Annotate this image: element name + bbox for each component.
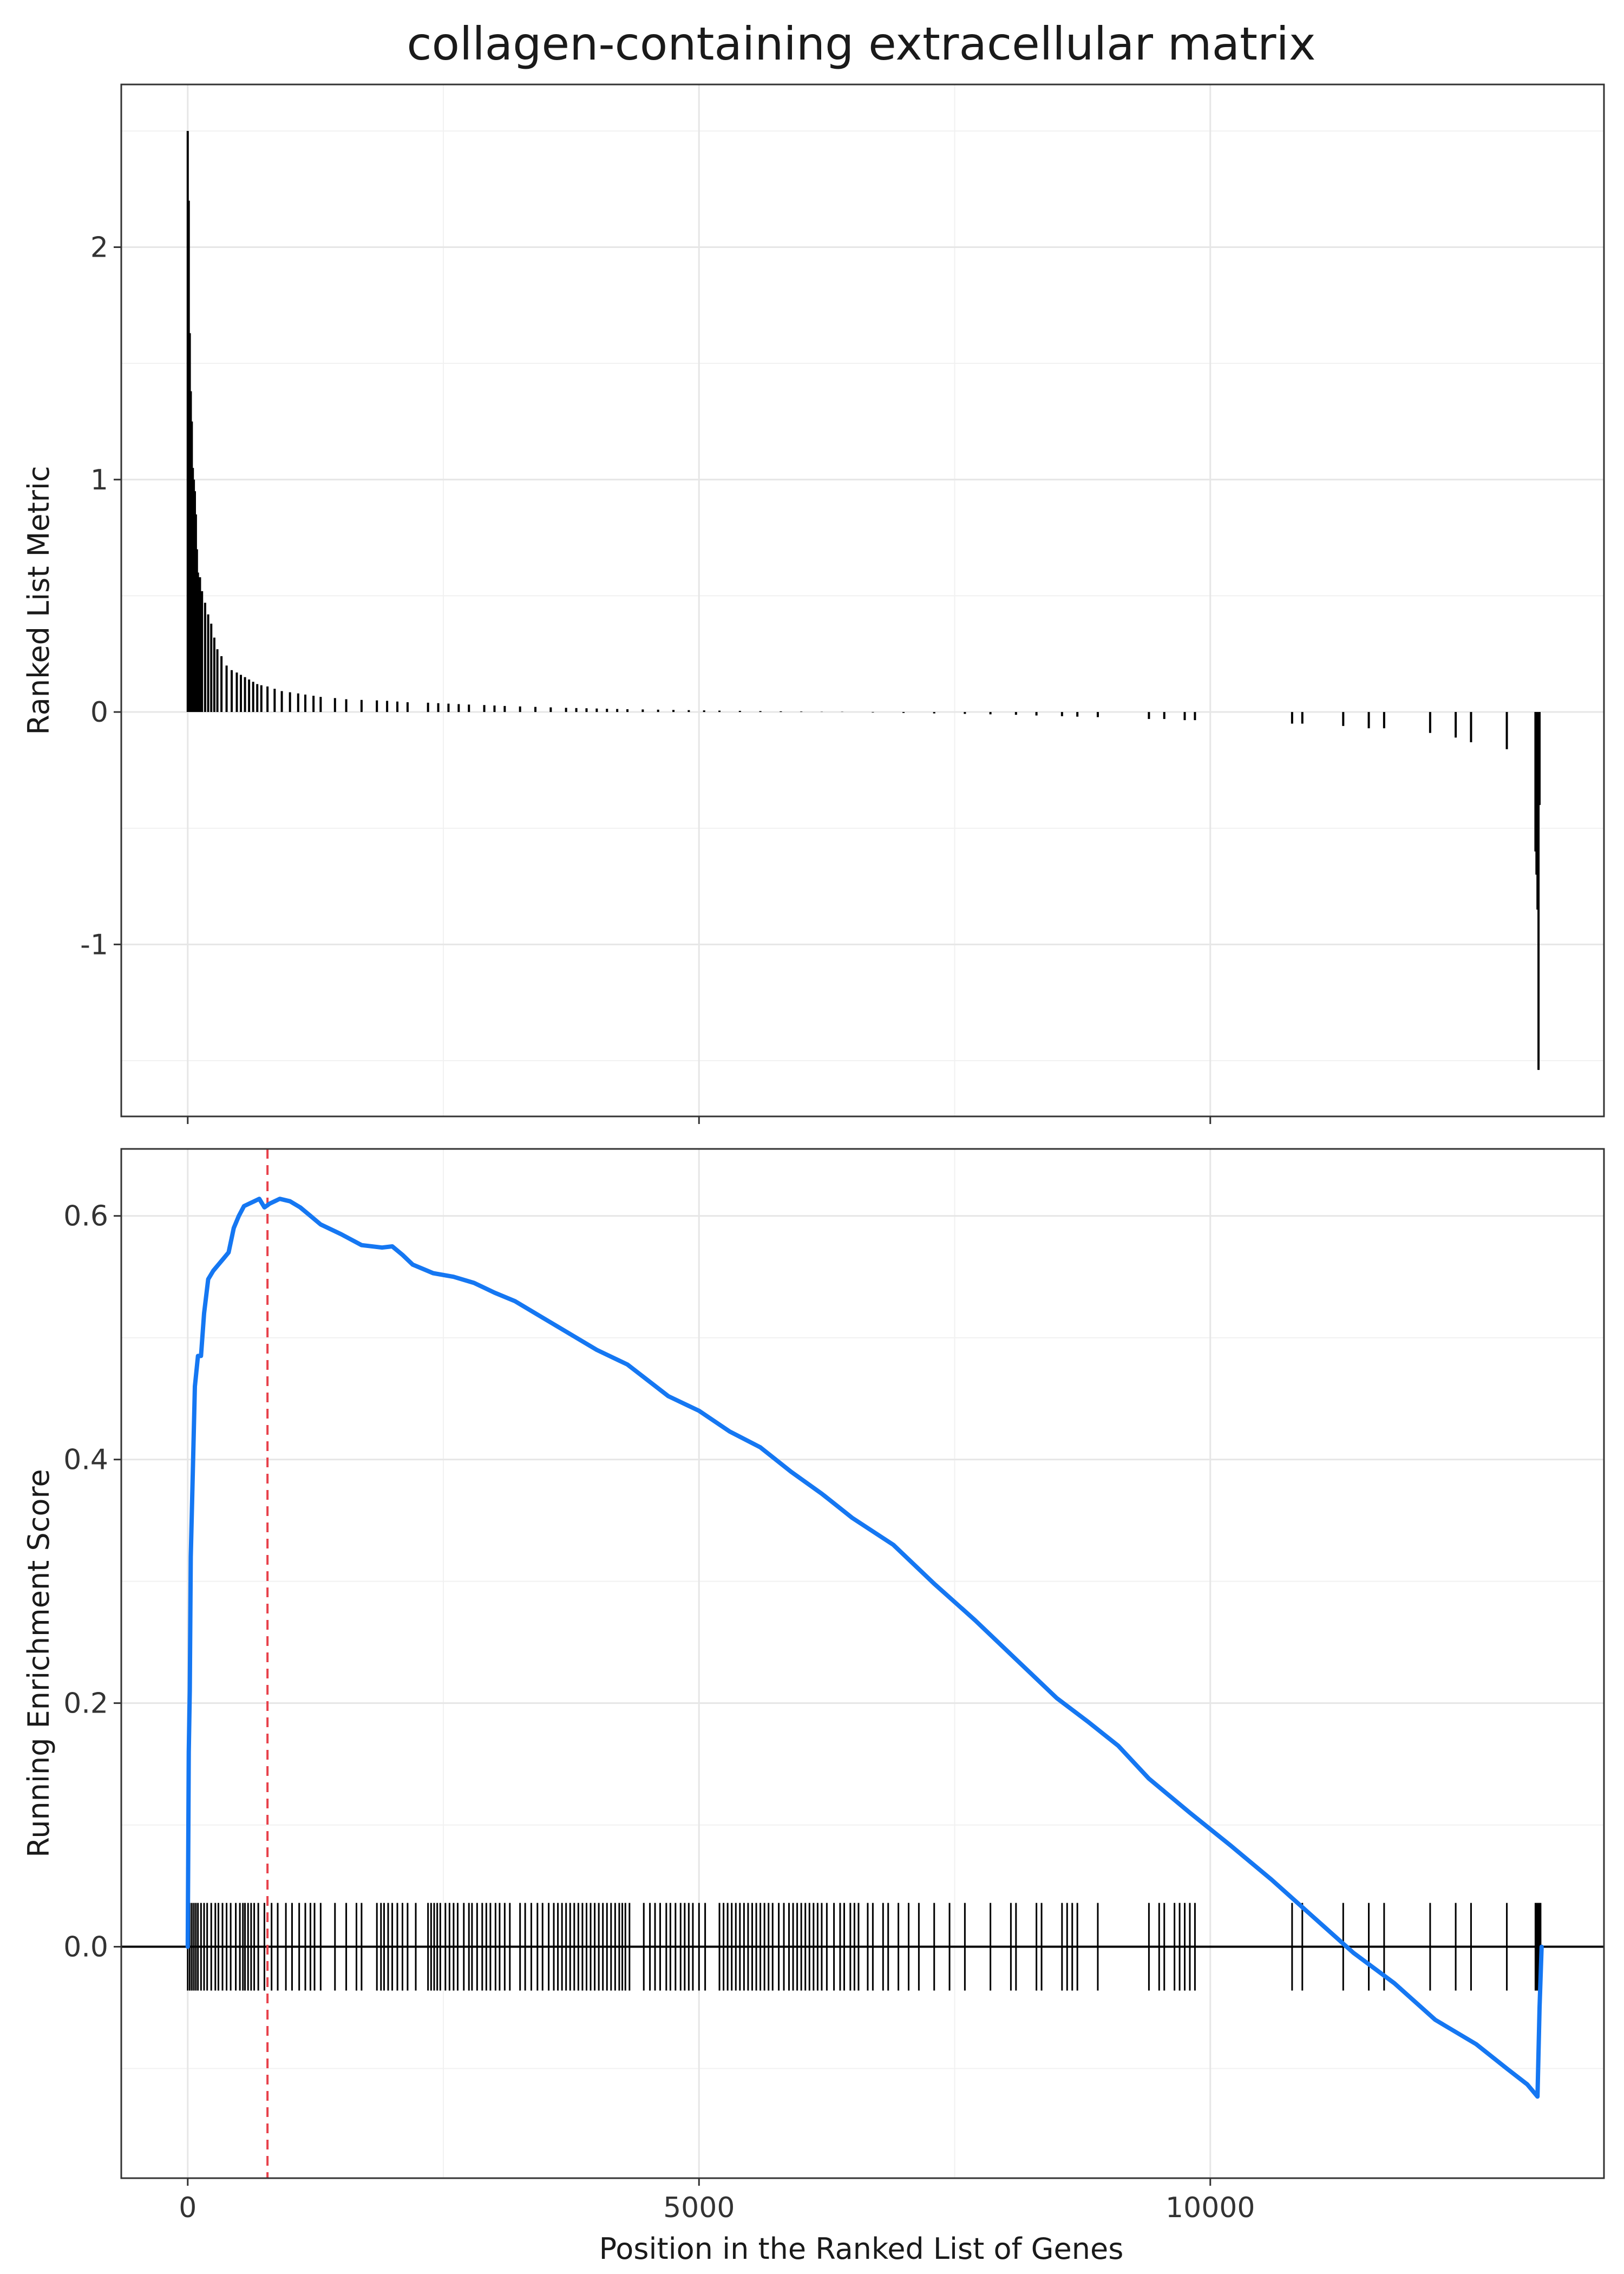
- metric-y-tick-label: 1: [90, 464, 108, 496]
- metric-bars: [186, 130, 1541, 1070]
- metric-y-tick-label: 2: [90, 231, 108, 264]
- enrichment-y-axis: 0.0 0.2 0.4 0.6: [63, 1200, 121, 1964]
- metric-y-tick-label: 0: [90, 696, 108, 729]
- enrichment-x-tick-label: 5000: [663, 2192, 735, 2224]
- enrichment-x-axis: 0 5000 10000: [179, 2178, 1255, 2224]
- metric-y-axis: -1 0 1 2: [80, 231, 1212, 1124]
- enrichment-x-axis-title: Position in the Ranked List of Genes: [599, 2232, 1124, 2266]
- enrichment-y-axis-title: Running Enrichment Score: [22, 1469, 56, 1858]
- enrichment-x-tick-label: 0: [179, 2192, 197, 2224]
- enrichment-y-tick-label: 0.2: [63, 1688, 108, 1720]
- chart-title: collagen-containing extracellular matrix: [407, 17, 1315, 70]
- enrichment-y-tick-label: 0.0: [63, 1931, 108, 1964]
- metric-panel-background: [121, 84, 1604, 1116]
- enrichment-y-tick-label: 0.6: [63, 1200, 108, 1233]
- enrichment-x-tick-label: 10000: [1165, 2192, 1255, 2224]
- enrichment-panel-background: [121, 1149, 1604, 2178]
- metric-y-tick-label: -1: [80, 929, 108, 961]
- enrichment-panel-border: [120, 1148, 1605, 2179]
- enrichment-score-line: [185, 1197, 1544, 2099]
- enrichment-score-curve: [185, 1197, 1544, 2099]
- enrichment-panel: 0.0 0.2 0.4 0.6 0 5000 10000 Running Enrichme…: [22, 1148, 1605, 2266]
- metric-panel-border: [120, 83, 1605, 1118]
- enrichment-y-tick-label: 0.4: [63, 1444, 108, 1476]
- metric-panel: -1 0 1 2 Ranked List Metric: [22, 83, 1605, 1124]
- metric-y-axis-title: Ranked List Metric: [22, 466, 56, 735]
